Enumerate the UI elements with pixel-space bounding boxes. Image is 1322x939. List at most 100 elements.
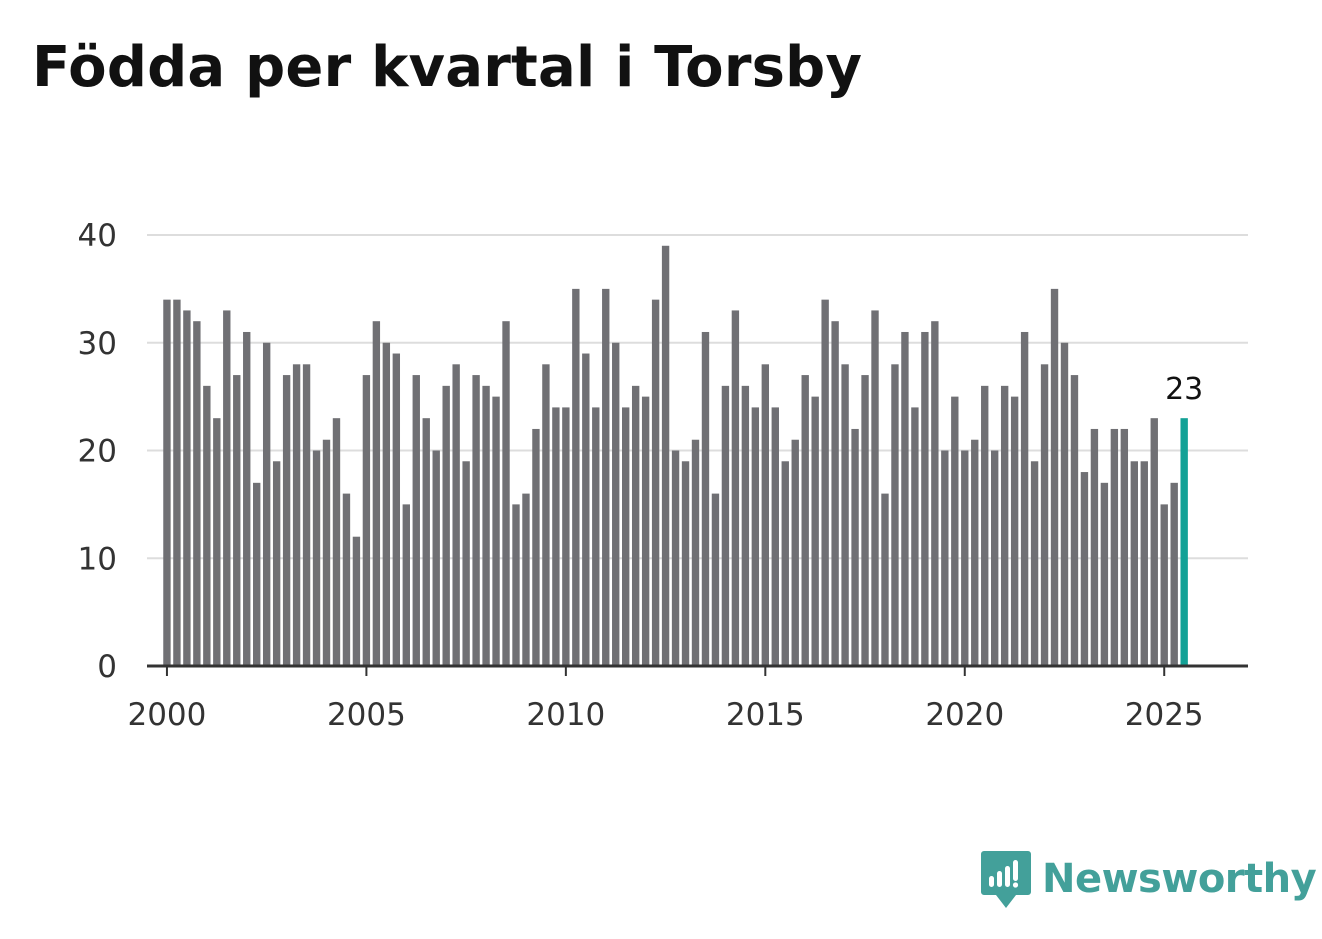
bar xyxy=(322,439,331,666)
bar xyxy=(262,342,271,666)
x-tick-label: 2025 xyxy=(1125,697,1204,733)
bar xyxy=(592,407,600,666)
bars xyxy=(163,245,1188,666)
x-tick-label: 2020 xyxy=(925,697,1004,733)
bar xyxy=(871,310,879,666)
bar xyxy=(671,450,680,666)
bar xyxy=(971,439,979,666)
bar xyxy=(352,536,361,666)
bar xyxy=(342,493,351,666)
bar xyxy=(472,375,480,666)
bar xyxy=(811,396,819,666)
bar xyxy=(213,418,221,666)
bar xyxy=(921,331,929,666)
bar xyxy=(681,461,690,666)
bar xyxy=(781,461,789,666)
bar xyxy=(861,375,869,666)
bar xyxy=(572,288,580,666)
bar xyxy=(661,245,670,666)
bar xyxy=(362,375,371,666)
bar xyxy=(1000,385,1009,666)
bar xyxy=(701,331,710,666)
bar xyxy=(1080,472,1089,666)
bar xyxy=(761,364,770,666)
bar xyxy=(881,493,889,666)
bar xyxy=(582,353,590,666)
bar xyxy=(1170,482,1178,666)
bar xyxy=(1020,331,1029,666)
bar xyxy=(651,299,660,666)
bar xyxy=(442,385,450,666)
bar xyxy=(243,331,251,666)
x-tick-label: 2000 xyxy=(127,697,206,733)
bar xyxy=(392,353,401,666)
bar xyxy=(292,364,301,666)
bar xyxy=(1050,288,1059,666)
bar xyxy=(731,310,740,666)
bar xyxy=(402,504,410,666)
x-tick-label: 2010 xyxy=(526,697,605,733)
y-tick-label: 20 xyxy=(78,434,117,470)
bar xyxy=(552,407,560,666)
bar xyxy=(751,407,760,666)
y-tick-label: 0 xyxy=(97,649,117,685)
y-tick-label: 40 xyxy=(78,218,117,254)
bar xyxy=(462,461,470,666)
bar xyxy=(1070,375,1079,666)
x-axis-ticks: 2000 2005 2010 2015 2020 2025 xyxy=(127,666,1204,733)
brand-name: Newsworthy xyxy=(1042,856,1317,902)
bar xyxy=(562,407,570,666)
bar xyxy=(382,342,391,666)
bar xyxy=(612,342,620,666)
newsworthy-logo: Newsworthy xyxy=(980,848,1317,910)
bar xyxy=(771,407,779,666)
bar xyxy=(282,375,291,666)
bar xyxy=(901,331,909,666)
bar xyxy=(332,418,341,666)
bar xyxy=(233,375,241,666)
bar xyxy=(482,385,490,666)
bar xyxy=(821,299,829,666)
bar xyxy=(631,385,640,666)
bar xyxy=(981,385,989,666)
bar xyxy=(891,364,899,666)
bar xyxy=(193,321,201,666)
bar xyxy=(961,450,969,666)
bar xyxy=(432,450,440,666)
bar xyxy=(1120,428,1129,666)
bar xyxy=(1010,396,1019,666)
x-tick-label: 2005 xyxy=(327,697,406,733)
bar xyxy=(1160,504,1168,666)
bar xyxy=(173,299,181,666)
bar xyxy=(532,428,540,666)
bar xyxy=(691,439,700,666)
bar xyxy=(991,450,999,666)
bar xyxy=(831,321,839,666)
bar xyxy=(422,418,430,666)
chart-title: Födda per kvartal i Torsby xyxy=(32,35,863,100)
bar xyxy=(452,364,460,666)
bar xyxy=(641,396,650,666)
bar xyxy=(163,299,171,666)
bar xyxy=(1140,461,1148,666)
x-tick-label: 2015 xyxy=(726,697,805,733)
bar xyxy=(1150,418,1158,666)
bar xyxy=(1090,428,1099,666)
y-tick-label: 30 xyxy=(78,326,117,362)
bar xyxy=(911,407,919,666)
bar xyxy=(851,428,859,666)
bar xyxy=(223,310,231,666)
bar xyxy=(1030,461,1039,666)
bar xyxy=(721,385,730,666)
bar xyxy=(602,288,610,666)
bar xyxy=(1100,482,1109,666)
bar xyxy=(951,396,959,666)
bar xyxy=(711,493,720,666)
bar xyxy=(801,375,809,666)
bar xyxy=(622,407,630,666)
bar xyxy=(741,385,750,666)
bar xyxy=(542,364,550,666)
bar xyxy=(931,321,939,666)
bar xyxy=(372,321,381,666)
